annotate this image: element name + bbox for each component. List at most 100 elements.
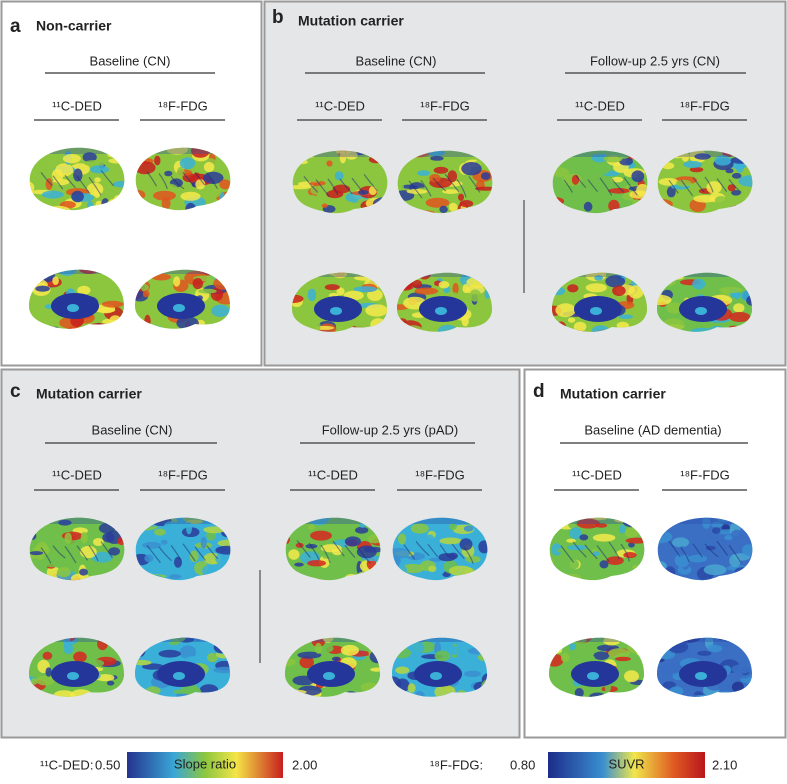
surface-blob [424,534,435,546]
surface-blob [569,527,582,540]
rim [392,637,488,642]
surface-blob [77,285,91,295]
sulcus [608,541,620,560]
surface-blob [729,554,741,568]
surface-blob [481,172,491,180]
rim [657,272,753,277]
sulcus [356,546,371,564]
surface-blob [64,532,72,544]
brain-image [657,150,753,214]
surface-blob [463,525,474,532]
surface-blob [674,553,690,568]
surface-blob [579,534,589,541]
sulcus [52,545,66,559]
surface-blob [694,153,711,160]
sulcus [158,173,168,190]
surface-blob [331,656,341,662]
surface-blob [619,157,633,166]
sulcus [680,547,690,563]
sulcus [444,173,460,193]
surface-blob [395,666,410,674]
surface-blob [164,521,179,531]
medial-wall [330,307,342,315]
panel-title: Mutation carrier [560,386,666,402]
column-label: ¹⁸F-FDG [158,98,208,113]
surface-blob [585,283,607,293]
rim [29,269,125,274]
surface-blob [465,555,481,563]
surface-blob [619,524,626,534]
surface-blob [703,564,727,576]
sulcus [194,172,206,186]
surface-blob [353,286,378,293]
sulcus [560,545,575,563]
sulcus [64,545,77,564]
surface-blob [448,565,473,576]
column-label: ¹⁸F-FDG [680,98,730,113]
surface-blob [608,188,630,194]
rim [549,637,645,642]
sulcus [52,175,64,190]
sulcus [206,545,219,560]
medial-wall [430,672,442,680]
surface-blob [94,307,116,313]
surface-blob [160,539,168,545]
surface-blob [738,175,753,187]
surface-blob [567,317,576,323]
colorbar-tracer: ¹⁸F-FDG: [430,757,483,772]
surface-blob [397,183,404,191]
surface-blob [204,184,222,199]
surface-blob [91,551,113,563]
sulcus [146,171,157,187]
brain-image [29,147,125,211]
surface-blob [689,327,714,332]
sulcus [716,540,728,556]
surface-blob [623,552,637,559]
panel-label: b [272,7,284,28]
rim [657,637,753,642]
surface-blob [403,532,416,542]
surface-blob [464,670,481,677]
surface-blob [102,532,115,543]
surface-blob [414,287,439,295]
surface-blob [294,562,304,567]
surface-blob [144,554,154,563]
surface-blob [458,193,464,201]
surface-blob [310,530,332,541]
sulcus [432,177,447,192]
sulcus [315,179,330,198]
sulcus [170,175,185,190]
sulcus [40,547,52,564]
surface-blob [367,289,383,301]
medial-wall [587,672,599,680]
surface-blob [174,556,182,568]
surface-blob [168,574,182,580]
surface-blob [179,645,197,660]
surface-blob [55,163,74,177]
sulcus [182,172,196,188]
rim [285,637,381,642]
surface-blob [392,547,411,559]
rim [135,269,231,274]
surface-blob [459,200,474,208]
surface-blob [62,154,81,164]
colorbar-caption: Slope ratio [174,756,236,771]
surface-blob [731,172,742,179]
brain-image [29,637,125,697]
surface-blob [433,166,449,174]
surface-blob [568,559,579,570]
sulcus [692,543,703,558]
panel-label: c [10,381,21,402]
surface-blob [70,573,91,581]
surface-blob [142,290,150,298]
surface-blob [36,555,45,560]
surface-blob [307,288,317,302]
sulcus [704,543,719,558]
surface-blob [605,275,626,288]
surface-blob [184,656,206,663]
surface-blob [461,162,482,176]
surface-blob [39,170,51,178]
brain-surface [657,517,753,581]
sulcus [88,176,102,196]
surface-blob [41,190,64,199]
